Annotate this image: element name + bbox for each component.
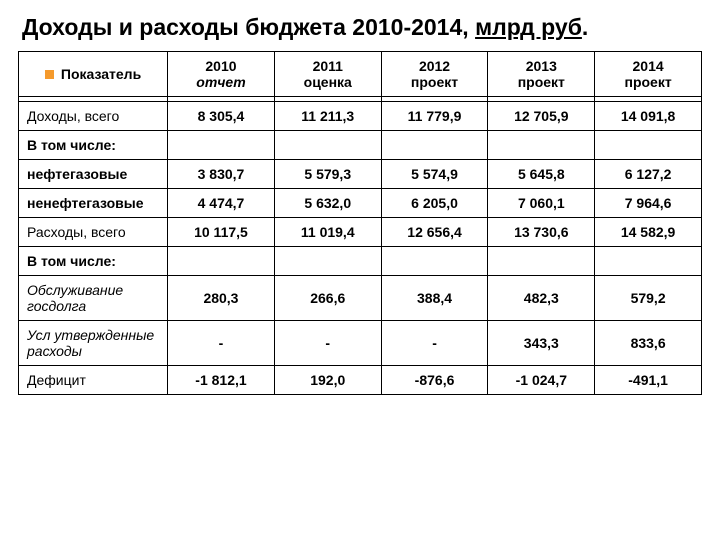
table-row: Доходы, всего8 305,411 211,311 779,912 7… (19, 102, 702, 131)
table-row: ненефтегазовые4 474,75 632,06 205,07 060… (19, 189, 702, 218)
table-row: В том числе: (19, 247, 702, 276)
table-row: Усл утвержденные расходы---343,3833,6 (19, 321, 702, 366)
table-row: Расходы, всего10 117,511 019,412 656,413… (19, 218, 702, 247)
budget-table: Показатель 2010отчет 2011оценка 2012прое… (18, 51, 702, 395)
table-row: Дефицит-1 812,1192,0-876,6-1 024,7-491,1 (19, 366, 702, 395)
table-row: В том числе: (19, 131, 702, 160)
table-row: нефтегазовые3 830,75 579,35 574,95 645,8… (19, 160, 702, 189)
table-header: Показатель 2010отчет 2011оценка 2012прое… (19, 52, 702, 97)
page-title: Доходы и расходы бюджета 2010-2014, млрд… (22, 14, 702, 41)
table-row: Обслуживание госдолга280,3266,6388,4482,… (19, 276, 702, 321)
bullet-icon (45, 70, 54, 79)
